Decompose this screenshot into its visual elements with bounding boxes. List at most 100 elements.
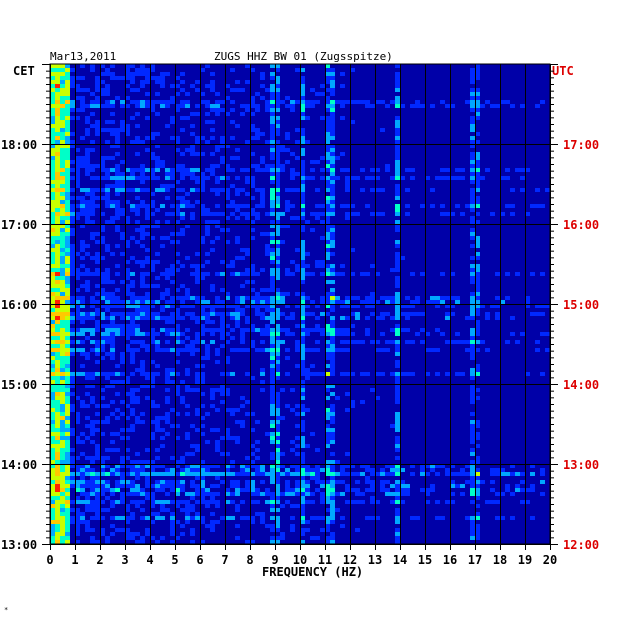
heatmap-cell bbox=[395, 176, 400, 180]
heatmap-cell bbox=[90, 332, 95, 336]
heatmap-cell bbox=[125, 508, 130, 512]
heatmap-cell bbox=[60, 460, 65, 464]
heatmap-cell bbox=[155, 464, 160, 468]
heatmap-cell bbox=[170, 120, 175, 124]
heatmap-cell bbox=[165, 172, 170, 176]
heatmap-cell bbox=[325, 140, 330, 144]
heatmap-cell bbox=[265, 324, 270, 328]
heatmap-cell bbox=[110, 316, 115, 320]
heatmap-cell bbox=[65, 120, 70, 124]
heatmap-cell bbox=[300, 116, 305, 120]
heatmap-cell bbox=[330, 228, 335, 232]
heatmap-cell bbox=[65, 208, 70, 212]
heatmap-cell bbox=[60, 436, 65, 440]
heatmap-cell bbox=[80, 264, 85, 268]
heatmap-cell bbox=[325, 408, 330, 412]
heatmap-cell bbox=[85, 128, 90, 132]
heatmap-cell bbox=[95, 512, 100, 516]
heatmap-cell bbox=[350, 324, 355, 328]
x-tick-label: 12 bbox=[343, 553, 357, 567]
heatmap-cell bbox=[275, 96, 280, 100]
heatmap-cell bbox=[125, 188, 130, 192]
heatmap-cell bbox=[300, 308, 305, 312]
heatmap-cell bbox=[475, 268, 480, 272]
heatmap-cell bbox=[100, 228, 105, 232]
heatmap-cell bbox=[470, 308, 475, 312]
heatmap-cell bbox=[175, 436, 180, 440]
heatmap-cell bbox=[110, 104, 115, 108]
heatmap-cell bbox=[185, 224, 190, 228]
heatmap-cell bbox=[160, 164, 165, 168]
heatmap-cell bbox=[195, 296, 200, 300]
heatmap-cell bbox=[75, 116, 80, 120]
heatmap-cell bbox=[50, 360, 55, 364]
heatmap-cell bbox=[90, 300, 95, 304]
heatmap-cell bbox=[325, 180, 330, 184]
heatmap-cell bbox=[100, 472, 105, 476]
heatmap-cell bbox=[330, 212, 335, 216]
heatmap-cell bbox=[155, 252, 160, 256]
heatmap-cell bbox=[90, 400, 95, 404]
heatmap-cell bbox=[440, 272, 445, 276]
heatmap-cell bbox=[55, 420, 60, 424]
heatmap-cell bbox=[55, 80, 60, 84]
heatmap-cell bbox=[70, 272, 75, 276]
heatmap-cell bbox=[200, 92, 205, 96]
heatmap-cell bbox=[255, 92, 260, 96]
heatmap-cell bbox=[115, 448, 120, 452]
heatmap-cell bbox=[320, 332, 325, 336]
heatmap-cell bbox=[330, 460, 335, 464]
heatmap-cell bbox=[50, 108, 55, 112]
heatmap-cell bbox=[280, 212, 285, 216]
heatmap-cell bbox=[105, 416, 110, 420]
heatmap-cell bbox=[365, 328, 370, 332]
heatmap-cell bbox=[510, 204, 515, 208]
heatmap-cell bbox=[215, 176, 220, 180]
heatmap-cell bbox=[65, 464, 70, 468]
heatmap-cell bbox=[180, 300, 185, 304]
heatmap-cell bbox=[145, 104, 150, 108]
heatmap-cell bbox=[90, 208, 95, 212]
heatmap-cell bbox=[50, 140, 55, 144]
heatmap-cell bbox=[230, 464, 235, 468]
heatmap-cell bbox=[320, 468, 325, 472]
heatmap-cell bbox=[55, 240, 60, 244]
heatmap-cell bbox=[135, 220, 140, 224]
heatmap-cell bbox=[90, 384, 95, 388]
heatmap-cell bbox=[310, 492, 315, 496]
heatmap-cell bbox=[150, 68, 155, 72]
heatmap-cell bbox=[160, 444, 165, 448]
heatmap-cell bbox=[395, 516, 400, 520]
heatmap-cell bbox=[65, 76, 70, 80]
heatmap-cell bbox=[65, 152, 70, 156]
heatmap-cell bbox=[265, 252, 270, 256]
heatmap-cell bbox=[195, 484, 200, 488]
heatmap-cell bbox=[290, 272, 295, 276]
heatmap-cell bbox=[390, 472, 395, 476]
heatmap-cell bbox=[400, 304, 405, 308]
heatmap-cell bbox=[55, 444, 60, 448]
heatmap-cell bbox=[60, 152, 65, 156]
heatmap-cell bbox=[305, 252, 310, 256]
heatmap-cell bbox=[90, 168, 95, 172]
heatmap-cell bbox=[145, 80, 150, 84]
heatmap-cell bbox=[60, 244, 65, 248]
heatmap-cell bbox=[50, 260, 55, 264]
heatmap-cell bbox=[365, 100, 370, 104]
heatmap-cell bbox=[140, 236, 145, 240]
heatmap-cell bbox=[285, 96, 290, 100]
heatmap-cell bbox=[220, 228, 225, 232]
heatmap-cell bbox=[140, 508, 145, 512]
heatmap-cell bbox=[95, 80, 100, 84]
heatmap-cell bbox=[325, 488, 330, 492]
heatmap-cell bbox=[80, 100, 85, 104]
heatmap-cell bbox=[60, 484, 65, 488]
heatmap-cell bbox=[210, 340, 215, 344]
heatmap-cell bbox=[120, 124, 125, 128]
heatmap-cell bbox=[110, 128, 115, 132]
heatmap-cell bbox=[55, 280, 60, 284]
heatmap-cell bbox=[120, 400, 125, 404]
heatmap-cell bbox=[50, 488, 55, 492]
heatmap-cell bbox=[65, 276, 70, 280]
heatmap-cell bbox=[470, 268, 475, 272]
